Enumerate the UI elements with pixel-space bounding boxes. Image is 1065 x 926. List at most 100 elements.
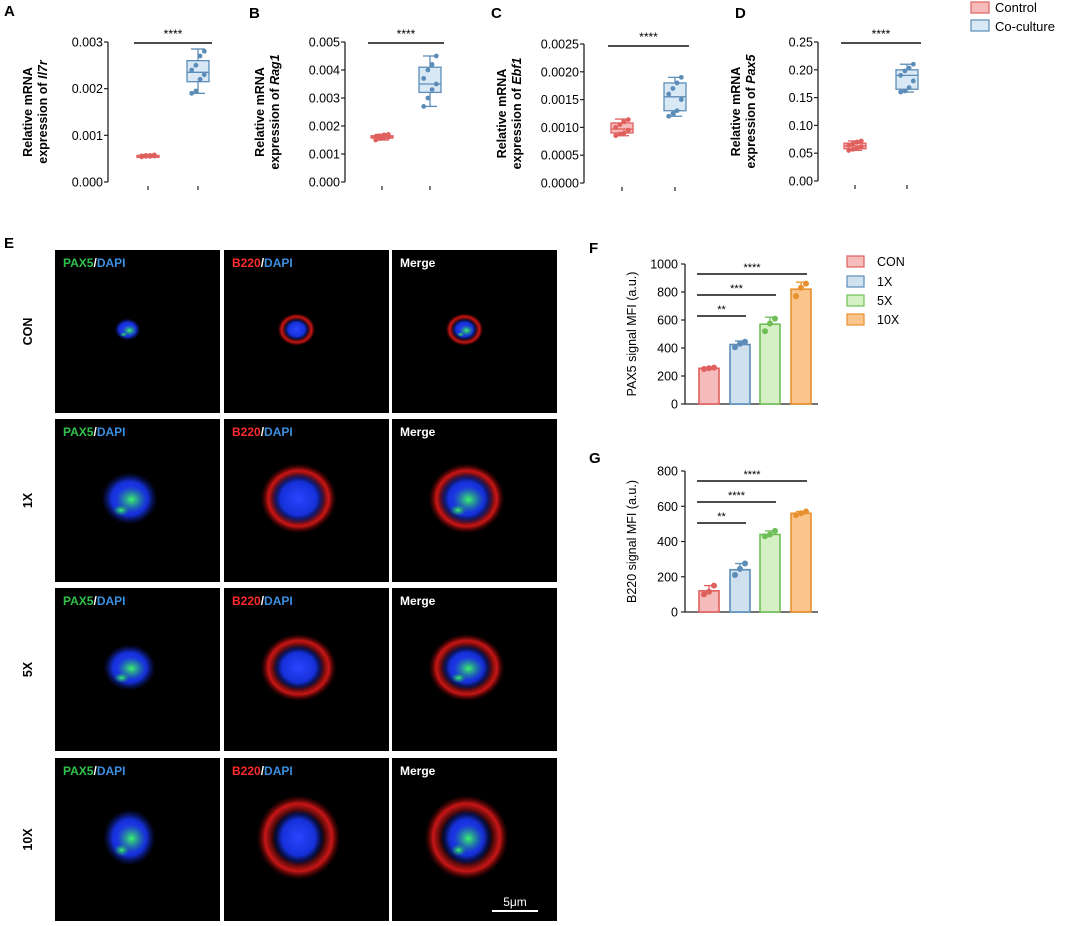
data-point [674, 80, 680, 86]
bar-10x [790, 288, 812, 405]
data-point [381, 132, 387, 138]
data-point [625, 127, 631, 133]
data-point [902, 88, 908, 94]
pax5-signal [449, 504, 467, 516]
y-axis-label-line2: expression of Ebf1 [510, 58, 524, 170]
y-axis-label: Relative mRNAexpression of Ebf1 [495, 58, 524, 170]
y-tick-label: 0.005 [309, 36, 340, 50]
bar-5x [759, 323, 781, 405]
data-point [429, 87, 435, 92]
data-point [906, 85, 912, 90]
y-axis-label-line1: Relative mRNA [253, 67, 267, 157]
pax5-signal [119, 332, 128, 337]
data-point [373, 137, 379, 143]
data-point [701, 591, 707, 598]
y-axis-label: PAX5 signal MFI (a.u.) [625, 272, 639, 397]
data-point [421, 104, 427, 109]
channel-label-part: PAX5 [63, 764, 94, 778]
micrograph-channel-label: Merge [400, 594, 436, 608]
channel-label-part: DAPI [97, 425, 126, 439]
y-axis-label-line2: expression of Il7r [36, 59, 50, 164]
comparison-label: ** [717, 511, 726, 523]
bar-legend-swatch-1x [846, 275, 865, 288]
bar-legend-swatch-con [846, 255, 865, 268]
data-point [429, 62, 435, 67]
data-point [850, 146, 856, 152]
data-point [433, 81, 439, 87]
data-point [737, 565, 743, 572]
channel-label-part: Merge [400, 764, 436, 778]
data-point [898, 72, 904, 78]
comparison-label: **** [743, 262, 761, 274]
data-point [201, 72, 207, 78]
pax5-signal [113, 672, 130, 683]
y-axis-label-gene: Il7r [36, 59, 50, 79]
data-point [902, 68, 908, 74]
micrograph-channel-label: Merge [400, 256, 436, 270]
data-point [670, 86, 676, 91]
micrograph-channel-label: Merge [400, 425, 436, 439]
data-point [793, 293, 799, 300]
data-point [711, 582, 717, 589]
micrograph-channel-label: PAX5/DAPI [63, 764, 125, 778]
data-point [433, 53, 439, 59]
data-point [151, 152, 157, 158]
y-tick-label: 0 [671, 398, 678, 412]
channel-label-part: DAPI [97, 764, 126, 778]
pax5-signal [112, 504, 130, 516]
data-point [732, 344, 738, 351]
y-axis-label-gene: Pax5 [744, 53, 758, 83]
y-axis-label-gene: Ebf1 [510, 58, 524, 85]
panel-letter-b: B [249, 5, 260, 22]
data-point [617, 131, 623, 137]
data-point [621, 119, 627, 125]
data-point [197, 53, 203, 59]
micrograph-channel-label: B220/DAPI [232, 764, 293, 778]
y-axis-label: Relative mRNAexpression of Pax5 [729, 53, 758, 168]
y-tick-label: 0.002 [72, 82, 103, 96]
channel-label-part: B220 [232, 425, 261, 439]
channel-label-part: DAPI [97, 256, 126, 270]
y-tick-label: 1000 [650, 258, 678, 272]
y-axis-label-line1: Relative mRNA [495, 69, 509, 159]
y-tick-label: 200 [657, 570, 678, 584]
y-tick-label: 800 [657, 286, 678, 300]
y-axis-label-line1: Relative mRNA [729, 67, 743, 157]
y-tick-label: 0.10 [789, 119, 813, 133]
panel-letter-a: A [4, 3, 15, 20]
y-tick-label: 0.0005 [541, 149, 579, 163]
significance-label: **** [397, 27, 416, 41]
channel-label-part: DAPI [264, 425, 293, 439]
data-point [793, 512, 799, 519]
data-point [377, 133, 383, 139]
y-axis-label: Relative mRNAexpression of Rag1 [253, 54, 282, 169]
y-tick-label: 600 [657, 314, 678, 328]
y-tick-label: 0.004 [309, 64, 340, 78]
legend-swatch-coculture [970, 19, 990, 32]
data-point [613, 125, 619, 130]
data-point [772, 527, 778, 534]
data-point [666, 91, 672, 97]
data-point [910, 78, 916, 84]
y-axis-label-text: expression of [268, 85, 282, 170]
y-tick-label: 0.0010 [541, 121, 579, 135]
channel-label-part: PAX5 [63, 256, 94, 270]
data-point [625, 117, 631, 123]
channel-label-part: Merge [400, 594, 436, 608]
y-axis-label-line1: Relative mRNA [21, 67, 35, 157]
y-tick-label: 0.0015 [541, 93, 579, 107]
channel-label-part: / [93, 256, 97, 270]
data-point [854, 139, 860, 145]
panel-letter-d: D [735, 5, 746, 22]
bar-legend: CON 1X 5X 10X [846, 255, 905, 327]
data-point [193, 88, 199, 94]
bar-legend-swatch-10x [846, 313, 865, 326]
data-point [706, 365, 712, 372]
panel-letter-f: F [589, 240, 598, 257]
data-point [706, 588, 712, 595]
significance-label: **** [872, 27, 891, 41]
data-point [425, 67, 431, 73]
y-tick-label: 0.003 [72, 36, 103, 50]
data-point [858, 144, 864, 149]
